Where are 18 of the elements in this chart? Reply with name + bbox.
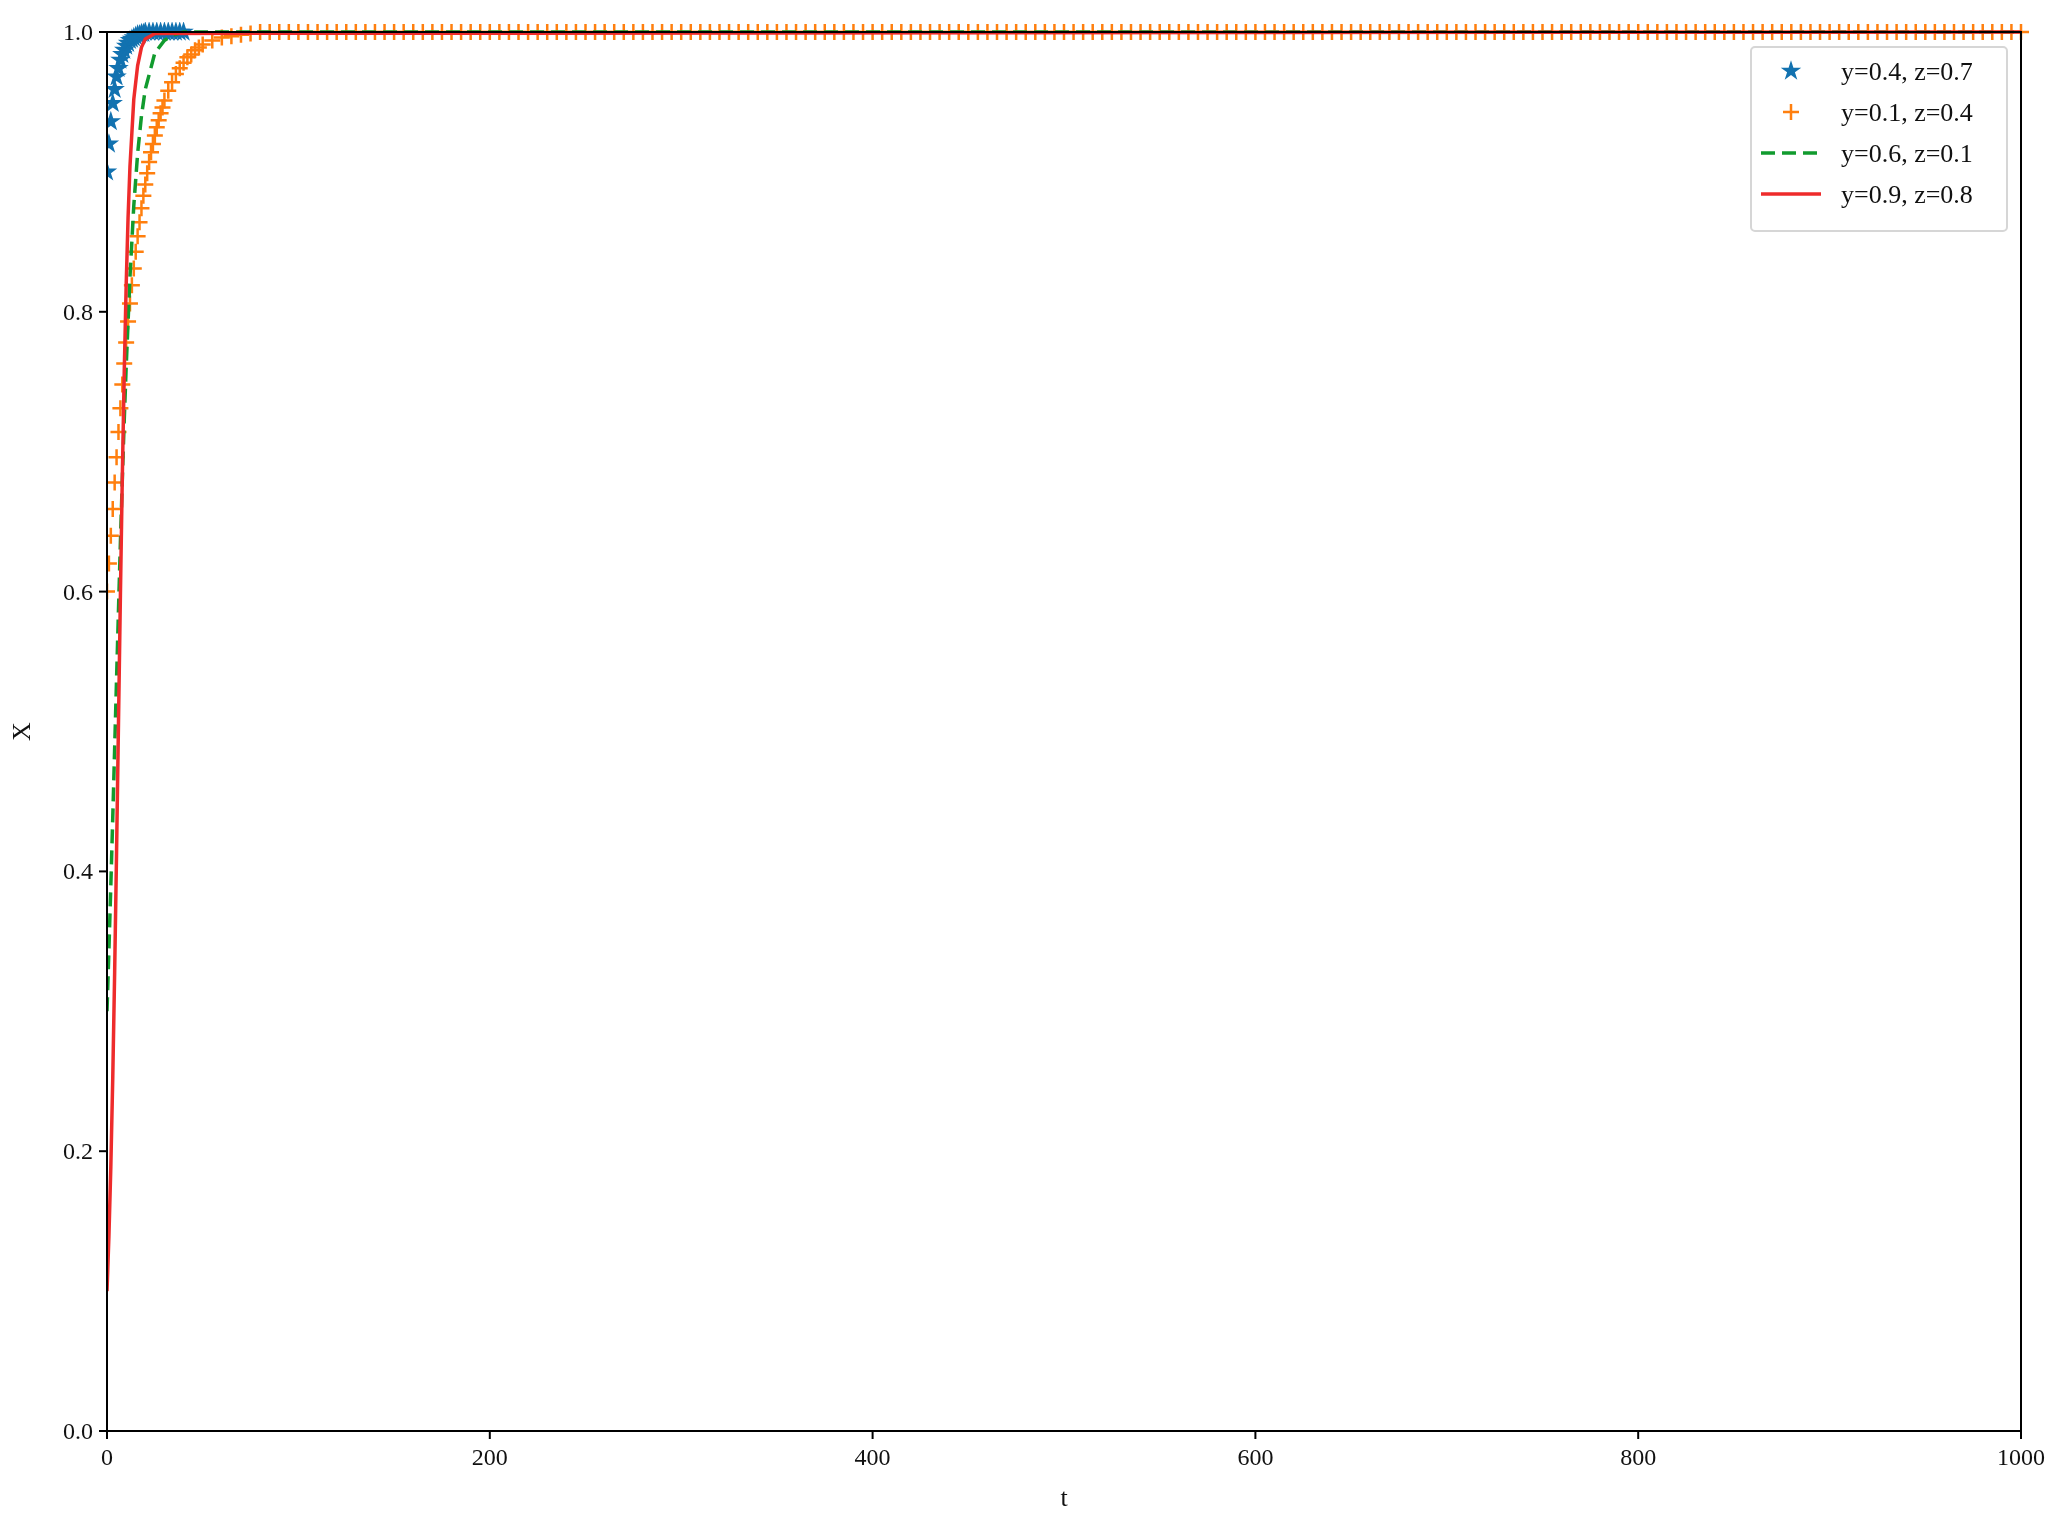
y-tick-label: 0.8 (63, 298, 93, 325)
x-axis-title: t (1060, 1483, 1069, 1512)
legend-label: y=0.4, z=0.7 (1841, 56, 1973, 86)
y-tick-label: 1.0 (63, 19, 93, 45)
y-tick-label: 0.0 (63, 1418, 93, 1444)
y-tick-label: 0.4 (63, 858, 93, 885)
y-axis-title: X (7, 721, 36, 741)
x-tick-label: 400 (854, 1444, 891, 1470)
y-tick-label: 0.6 (63, 578, 93, 605)
x-tick-label: 0 (101, 1444, 113, 1470)
x-tick-label: 800 (1620, 1444, 1657, 1470)
x-tick-label: 600 (1237, 1444, 1274, 1470)
legend-label: y=0.9, z=0.8 (1841, 179, 1973, 209)
x-tick-label: 1000 (1997, 1444, 2045, 1470)
y-tick-label: 0.2 (63, 1138, 93, 1165)
legend-label: y=0.6, z=0.1 (1841, 138, 1973, 168)
x-tick-label: 200 (471, 1444, 508, 1470)
legend-label: y=0.1, z=0.4 (1841, 97, 1973, 127)
